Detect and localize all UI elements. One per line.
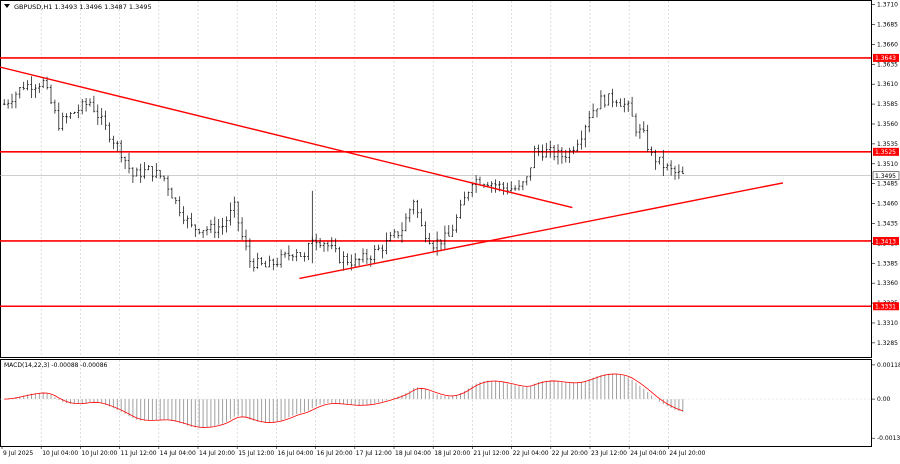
current-price-label: 1.3495 — [875, 173, 896, 180]
trendline-descending — [0, 66, 573, 209]
x-tick-label: 17 Jul 12:00 — [356, 450, 392, 457]
x-tick-label: 11 Jul 12:00 — [121, 450, 157, 457]
x-tick-label: 24 Jul 04:00 — [630, 450, 666, 457]
x-tick-label: 22 Jul 04:00 — [513, 450, 549, 457]
grid — [40, 1, 669, 446]
x-tick-label: 10 Jul 04:00 — [42, 450, 78, 457]
level-tag — [873, 53, 899, 62]
current-price-tag — [872, 171, 900, 180]
level-tag — [873, 147, 899, 156]
x-tick-label: 18 Jul 20:00 — [434, 450, 470, 457]
y-tick-label: 1.3710 — [877, 2, 898, 9]
y-tick-label: 1.3535 — [877, 141, 898, 148]
x-tick-label: 9 Jul 2025 — [3, 450, 33, 457]
collapse-arrow-icon[interactable] — [4, 4, 10, 8]
macd-frame — [0, 359, 872, 447]
y-tick-label: 1.3635 — [877, 61, 898, 68]
level-tag-label: 1.3525 — [875, 149, 896, 156]
level-tag-label: 1.3413 — [875, 238, 896, 245]
macd-y-tick-label: 0.00118 — [877, 362, 900, 369]
macd-signal-line — [4, 373, 683, 428]
y-tick-label: 1.3310 — [877, 320, 898, 327]
x-tick-label: 18 Jul 04:00 — [395, 450, 431, 457]
level-price-tags: 1.3643 1.3525 1.3413 1.3331 1.3495 — [872, 53, 900, 311]
y-tick-label: 1.3485 — [877, 181, 898, 188]
level-tag-label: 1.3331 — [875, 304, 896, 311]
macd-axis: 0.00118 0.00 -0.00135 — [871, 362, 900, 442]
x-tick-label: 16 Jul 20:00 — [317, 450, 353, 457]
candles — [2, 76, 685, 272]
y-tick-label: 1.3585 — [877, 101, 898, 108]
y-tick-label: 1.3560 — [877, 121, 898, 128]
x-tick-label: 16 Jul 04:00 — [277, 450, 313, 457]
time-axis: 9 Jul 2025 10 Jul 04:00 10 Jul 20:00 11 Jul… — [1, 446, 706, 457]
x-tick-label: 22 Jul 20:00 — [552, 450, 588, 457]
trendline-ascending — [299, 182, 784, 280]
y-tick-label: 1.3460 — [877, 201, 898, 208]
symbol-header: GBPUSD,H1 1.3493 1.3496 1.3487 1.3495 — [14, 3, 152, 11]
x-tick-label: 14 Jul 04:00 — [160, 450, 196, 457]
y-tick-label: 1.3285 — [877, 340, 898, 347]
macd-histogram — [0, 373, 871, 428]
level-tag — [873, 236, 899, 245]
x-tick-label: 23 Jul 12:00 — [591, 450, 627, 457]
trendlines — [0, 66, 784, 280]
level-tag-label: 1.3643 — [875, 55, 896, 62]
macd-title: MACD(14,22,3) -0.00088 -0.00086 — [4, 362, 108, 369]
y-tick-label: 1.3685 — [877, 21, 898, 28]
macd-y-tick-label: 0.00 — [877, 396, 891, 403]
y-tick-label: 1.3660 — [877, 41, 898, 48]
y-tick-label: 1.3435 — [877, 220, 898, 227]
level-tag — [873, 302, 899, 311]
horizontal-levels — [0, 57, 871, 308]
macd-y-tick-label: -0.00135 — [877, 435, 900, 442]
x-tick-label: 21 Jul 12:00 — [473, 450, 509, 457]
y-tick-label: 1.3610 — [877, 81, 898, 88]
y-tick-label: 1.3360 — [877, 280, 898, 287]
y-tick-label: 1.3510 — [877, 161, 898, 168]
x-tick-label: 14 Jul 20:00 — [199, 450, 235, 457]
main-chart-frame — [0, 0, 872, 358]
x-tick-label: 15 Jul 12:00 — [238, 450, 274, 457]
x-tick-label: 24 Jul 20:00 — [669, 450, 705, 457]
x-tick-label: 10 Jul 20:00 — [81, 450, 117, 457]
y-tick-label: 1.3385 — [877, 260, 898, 267]
